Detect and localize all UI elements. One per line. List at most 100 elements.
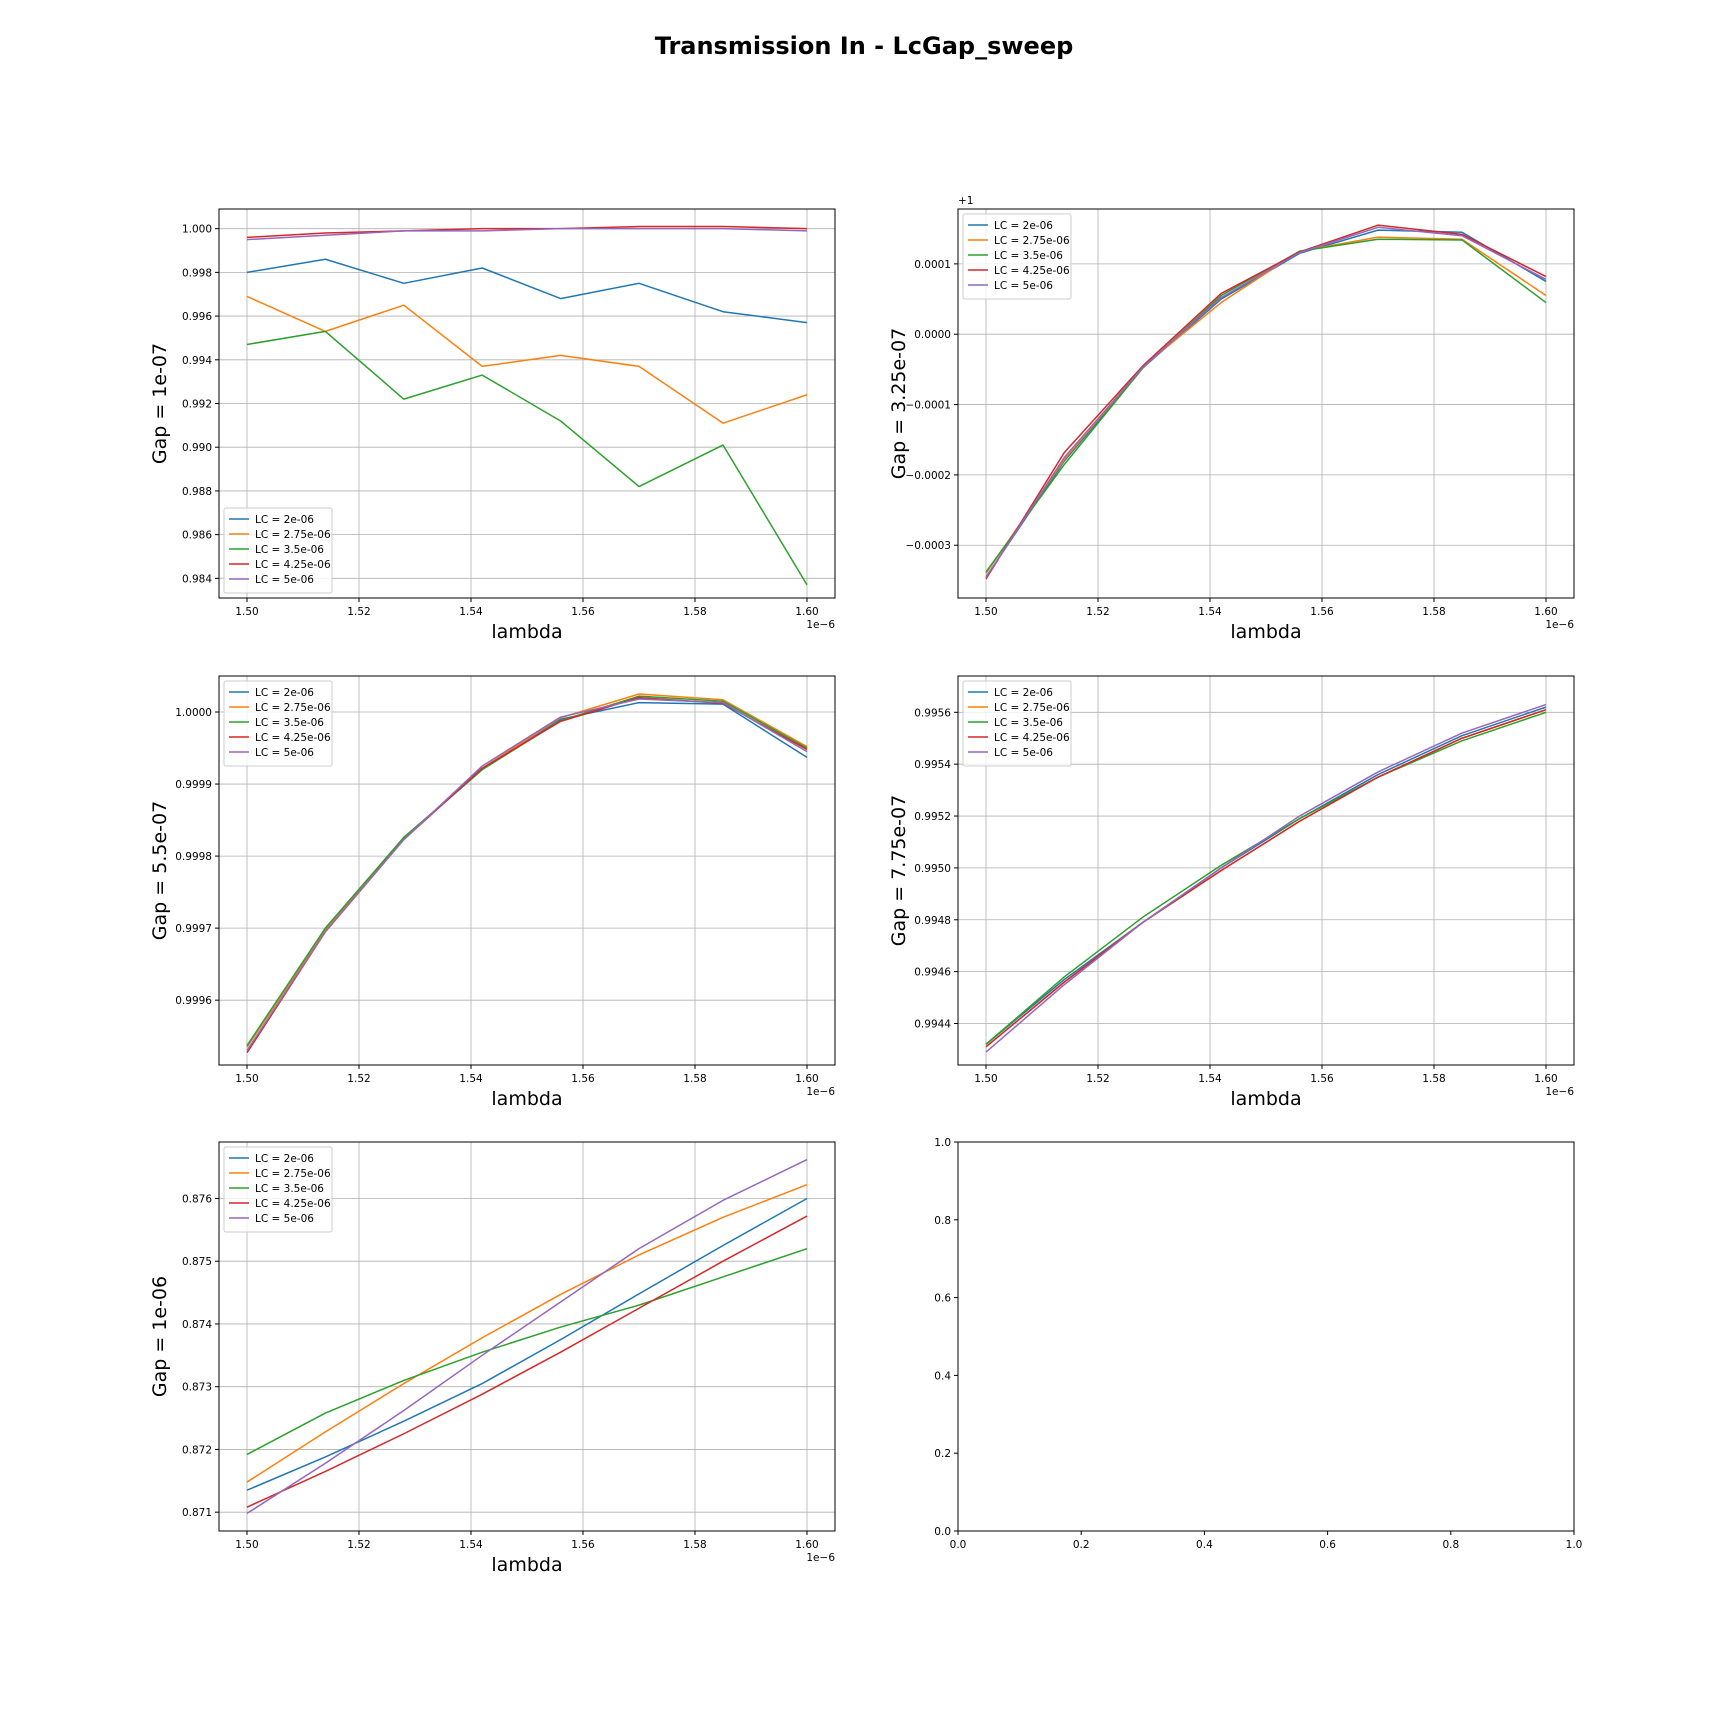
figure-title: Transmission In - LcGap_sweep bbox=[655, 32, 1074, 60]
x-tick-label: 1.52 bbox=[347, 1539, 370, 1551]
series-line-2 bbox=[246, 693, 808, 1048]
legend-entry: LC = 2.75e-06 bbox=[994, 235, 1070, 247]
legend: LC = 2e-06 LC = 2.75e-06 LC = 3.5e-06 LC = … bbox=[223, 680, 333, 767]
series-line-5 bbox=[246, 1158, 808, 1515]
y-axis-label: Gap = 5.5e-07 bbox=[149, 801, 171, 940]
y-tick-label: 0.0001 bbox=[914, 259, 951, 271]
axes-frame bbox=[218, 675, 836, 1066]
x-tick-label: 0.4 bbox=[1196, 1539, 1213, 1551]
legend-entry: LC = 2e-06 bbox=[994, 220, 1053, 232]
legend-box bbox=[223, 507, 333, 594]
x-tick-label: 1.54 bbox=[459, 1073, 483, 1085]
y-axis-label: Gap = 1e-06 bbox=[149, 1276, 171, 1397]
x-offset-label: 1e−6 bbox=[806, 619, 835, 631]
legend-entry: LC = 2.75e-06 bbox=[255, 529, 331, 541]
legend-entry: LC = 3.5e-06 bbox=[994, 717, 1063, 729]
y-tick-label: 0.994 bbox=[182, 355, 212, 367]
axes-frame bbox=[957, 1141, 1575, 1532]
series-line-5 bbox=[985, 703, 1547, 1053]
x-tick-label: 1.50 bbox=[235, 1073, 258, 1085]
legend-box bbox=[962, 680, 1072, 767]
legend: LC = 2e-06 LC = 2.75e-06 LC = 3.5e-06 LC = … bbox=[223, 1146, 333, 1233]
axes-frame bbox=[957, 675, 1575, 1066]
series-line-4 bbox=[246, 1215, 808, 1508]
legend-entry: LC = 3.5e-06 bbox=[255, 1183, 324, 1195]
y-tick-label: 0.4 bbox=[934, 1370, 951, 1382]
x-tick-label: 1.50 bbox=[974, 1073, 997, 1085]
y-tick-label: 0.9948 bbox=[914, 915, 951, 927]
x-tick-label: 1.56 bbox=[1310, 606, 1334, 618]
x-tick-label: 1.60 bbox=[795, 1539, 818, 1551]
legend-entry: LC = 2.75e-06 bbox=[255, 702, 331, 714]
legend: LC = 2e-06 LC = 2.75e-06 LC = 3.5e-06 LC = … bbox=[962, 680, 1072, 767]
x-tick-label: 1.58 bbox=[683, 1073, 706, 1085]
x-tick-label: 1.0 bbox=[1566, 1539, 1583, 1551]
y-tick-label: 0.9956 bbox=[914, 707, 951, 719]
y-tick-label: 0.9997 bbox=[175, 923, 212, 935]
y-tick-label: 0.875 bbox=[182, 1256, 212, 1268]
x-tick-label: 0.8 bbox=[1442, 1539, 1459, 1551]
legend-entry: LC = 5e-06 bbox=[255, 747, 314, 759]
legend-entry: LC = 2e-06 bbox=[255, 514, 314, 526]
y-axis-label: Gap = 3.25e-07 bbox=[888, 328, 910, 479]
x-offset-label: 1e−6 bbox=[1545, 1086, 1574, 1098]
axes-frame bbox=[218, 1141, 836, 1532]
x-tick-label: 0.0 bbox=[950, 1539, 967, 1551]
y-tick-label: 0.984 bbox=[182, 573, 212, 585]
y-tick-label: 0.9954 bbox=[914, 759, 951, 771]
y-axis-label: Gap = 1e-07 bbox=[149, 343, 171, 464]
x-tick-label: 1.58 bbox=[683, 1539, 706, 1551]
x-tick-label: 1.54 bbox=[1198, 1073, 1222, 1085]
x-tick-label: 1.60 bbox=[1534, 1073, 1557, 1085]
subplot-1: 1.50 1.52 1.54 1.56 1.58 1.60 0.984 0.986 0.988 0… bbox=[149, 208, 836, 643]
legend-entry: LC = 5e-06 bbox=[255, 1213, 314, 1225]
x-tick-label: 1.56 bbox=[571, 1539, 595, 1551]
y-tick-label: 0.9950 bbox=[914, 863, 951, 875]
y-tick-label: 0.874 bbox=[182, 1319, 212, 1331]
x-tick-label: 1.56 bbox=[1310, 1073, 1334, 1085]
y-tick-label: 0.0000 bbox=[914, 329, 951, 341]
legend-entry: LC = 5e-06 bbox=[994, 280, 1053, 292]
x-tick-label: 0.6 bbox=[1319, 1539, 1336, 1551]
x-axis-label: lambda bbox=[1230, 621, 1301, 643]
x-tick-label: 1.50 bbox=[974, 606, 997, 618]
y-tick-label: 0.9999 bbox=[175, 779, 212, 791]
y-tick-label: 0.872 bbox=[182, 1444, 212, 1456]
x-tick-label: 1.58 bbox=[1422, 606, 1445, 618]
y-tick-label: 0.871 bbox=[182, 1507, 212, 1519]
x-tick-label: 1.52 bbox=[1086, 1073, 1109, 1085]
x-offset-label: 1e−6 bbox=[806, 1552, 835, 1564]
y-tick-label: 1.000 bbox=[182, 224, 212, 236]
x-axis-label: lambda bbox=[491, 1554, 562, 1576]
x-tick-label: 1.58 bbox=[683, 606, 706, 618]
y-axis-label: Gap = 7.75e-07 bbox=[888, 795, 910, 946]
y-tick-label: 0.998 bbox=[182, 267, 212, 279]
legend-entry: LC = 4.25e-06 bbox=[255, 1198, 331, 1210]
legend-entry: LC = 5e-06 bbox=[255, 574, 314, 586]
x-axis-label: lambda bbox=[491, 1088, 562, 1110]
y-tick-label: 0.992 bbox=[182, 399, 212, 411]
legend-entry: LC = 2e-06 bbox=[255, 687, 314, 699]
y-tick-label: −0.0003 bbox=[905, 540, 951, 552]
legend-entry: LC = 2e-06 bbox=[255, 1153, 314, 1165]
x-axis-label: lambda bbox=[1230, 1088, 1301, 1110]
legend-entry: LC = 4.25e-06 bbox=[255, 559, 331, 571]
legend-entry: LC = 3.5e-06 bbox=[994, 250, 1063, 262]
x-offset-label: 1e−6 bbox=[806, 1086, 835, 1098]
legend-entry: LC = 4.25e-06 bbox=[994, 265, 1070, 277]
series-line-4 bbox=[246, 225, 808, 239]
series-line-3 bbox=[246, 1247, 808, 1456]
subplot-5: 1.50 1.52 1.54 1.56 1.58 1.60 0.871 0.872 0.873 0… bbox=[149, 1141, 836, 1576]
subplot-4: 1.50 1.52 1.54 1.56 1.58 1.60 0.9944 0.9946 0.99… bbox=[888, 675, 1575, 1110]
y-tick-label: 0.9944 bbox=[914, 1019, 951, 1031]
series-line-2 bbox=[246, 1183, 808, 1483]
x-tick-label: 1.60 bbox=[1534, 606, 1557, 618]
x-tick-label: 1.52 bbox=[347, 606, 370, 618]
subplot-2: 1.50 1.52 1.54 1.56 1.58 1.60 −0.0003 −0.0002 −0… bbox=[888, 195, 1575, 643]
y-tick-label: 0.9998 bbox=[175, 851, 212, 863]
y-tick-label: 0.986 bbox=[182, 530, 212, 542]
legend-entry: LC = 5e-06 bbox=[994, 747, 1053, 759]
series-line-5 bbox=[246, 698, 808, 1052]
